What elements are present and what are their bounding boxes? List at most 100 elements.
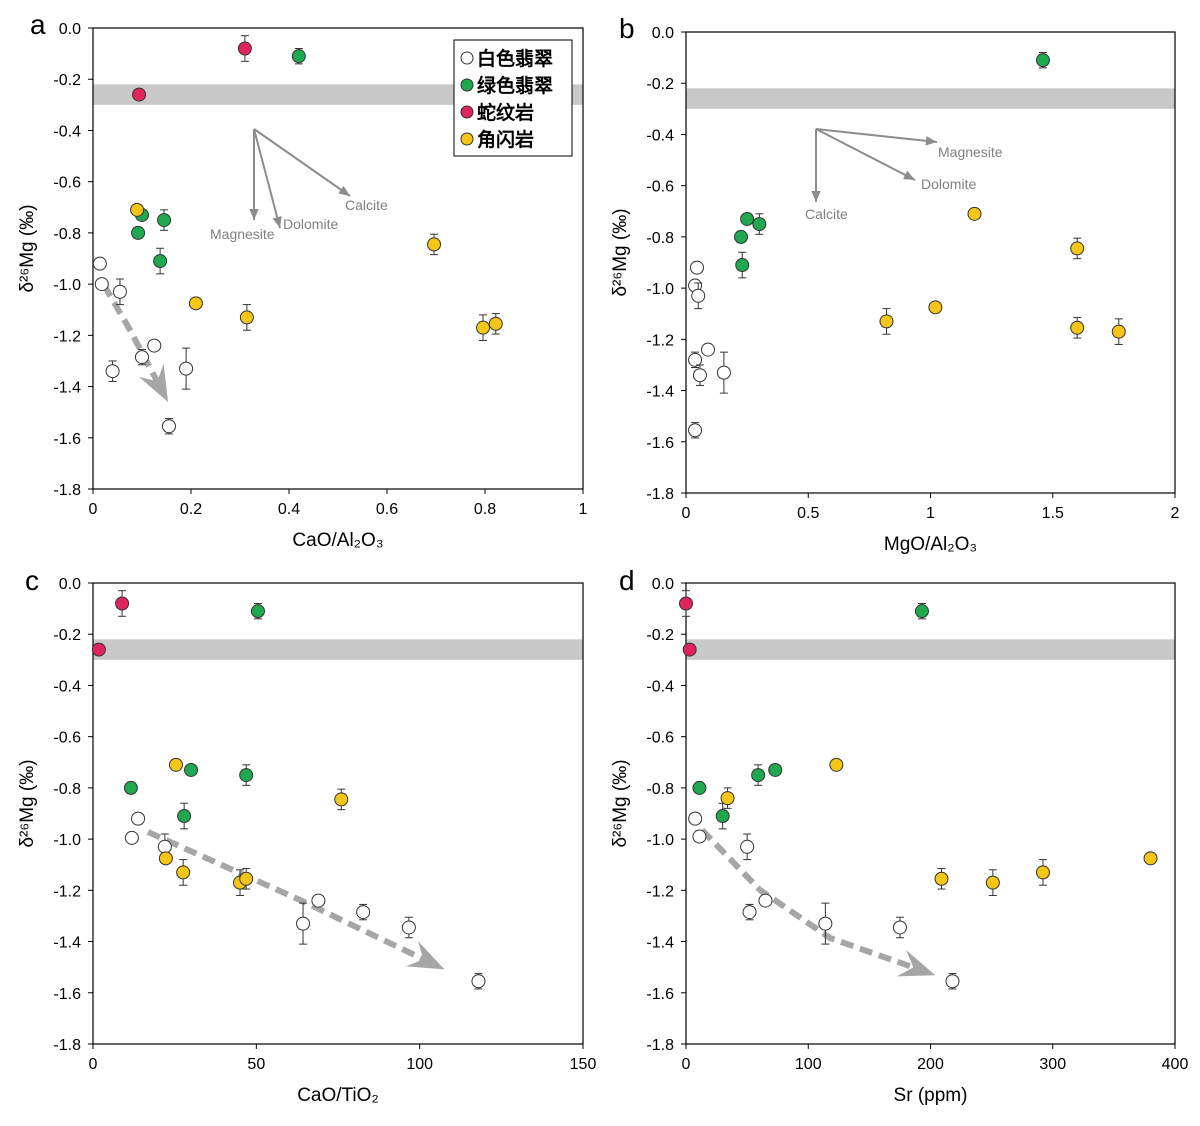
y-tick-label: -0.4: [646, 678, 674, 695]
data-point: [734, 229, 749, 244]
x-tick-label: 150: [570, 1056, 597, 1073]
legend-marker: [460, 105, 474, 119]
series: [720, 757, 1158, 896]
magnesite-arrow-head: [249, 208, 259, 220]
data-point: [158, 851, 173, 866]
data-point: [740, 211, 755, 226]
data-point: [692, 368, 707, 383]
y-tick-label: -0.6: [646, 179, 674, 196]
trend-arrow: [101, 283, 169, 403]
panel-letter: c: [25, 565, 39, 596]
x-tick-label: 100: [795, 1056, 822, 1073]
y-tick-label: -1.6: [53, 986, 81, 1003]
data-point: [401, 920, 416, 935]
mineral-arrows: [249, 128, 351, 229]
data-point: [688, 811, 703, 826]
data-point: [829, 757, 844, 772]
panel-letter: d: [619, 565, 635, 596]
y-tick-label: -1.2: [646, 332, 674, 349]
data-point: [176, 865, 191, 880]
x-tick-label: 300: [1039, 1056, 1066, 1073]
data-point: [892, 920, 907, 935]
y-tick-label: -1.4: [53, 935, 81, 952]
data-point: [1070, 320, 1085, 335]
legend-label: 蛇纹岩: [477, 101, 534, 124]
data-point: [123, 780, 138, 795]
data-point: [691, 288, 706, 303]
data-point: [692, 829, 707, 844]
trend-arrow: [699, 827, 936, 977]
trend-line: [146, 829, 427, 963]
data-point: [131, 811, 146, 826]
data-point: [945, 974, 960, 989]
series: [124, 811, 486, 990]
series: [92, 256, 194, 435]
y-tick-label: -1.0: [646, 281, 674, 298]
y-tick-label: 0.0: [59, 21, 81, 38]
y-tick-label: -1.8: [53, 1037, 81, 1054]
data-point: [157, 839, 172, 854]
data-point: [157, 213, 172, 228]
data-point: [688, 423, 703, 438]
series: [734, 51, 1050, 279]
y-tick-label: -1.2: [53, 883, 81, 900]
legend-marker: [460, 132, 474, 146]
plot-frame: [92, 582, 584, 1045]
data-point: [427, 237, 442, 252]
data-point: [311, 893, 326, 908]
data-point: [91, 642, 106, 657]
mineral-arrows: [811, 128, 938, 202]
trend-arrow: [146, 829, 445, 970]
data-point: [818, 916, 833, 931]
reference-band: [93, 639, 583, 660]
y-tick-label: 0.0: [59, 576, 81, 593]
legend-box: [453, 39, 573, 157]
y-tick-label: -1.8: [53, 482, 81, 499]
data-point: [124, 830, 139, 845]
y-tick-label: -0.4: [646, 127, 674, 144]
series: [679, 590, 697, 657]
dolomite-arrow-head: [272, 216, 282, 228]
series: [688, 811, 960, 990]
series: [91, 590, 130, 657]
data-point: [147, 338, 162, 353]
x-tick-label: 0.4: [278, 501, 300, 518]
data-point: [879, 314, 894, 329]
x-tick-label: 0: [89, 1056, 98, 1073]
y-tick-label: -1.6: [646, 435, 674, 452]
data-point: [985, 875, 1000, 890]
y-tick-label: -0.2: [53, 72, 81, 89]
data-point: [296, 916, 311, 931]
data-point: [1035, 865, 1050, 880]
data-point: [130, 202, 145, 217]
data-point: [692, 780, 707, 795]
y-tick-label: -0.6: [53, 175, 81, 192]
x-tick-label: 0: [682, 1056, 691, 1073]
panel-a: a 0.0 -0.2 -0.4 -0.6 -0.8 -1.0 -1.2 -1.4 -1.6 -1.8…: [17, 9, 588, 551]
data-point: [115, 596, 130, 611]
annotation-magnesite: Magnesite: [210, 226, 275, 242]
data-point: [92, 256, 107, 271]
legend-marker: [460, 51, 474, 65]
series: [123, 602, 265, 830]
data-point: [239, 871, 254, 886]
y-tick-label: -1.6: [53, 431, 81, 448]
data-point: [690, 260, 705, 275]
y-tick-label: -1.2: [53, 328, 81, 345]
calcite-arrow: [253, 128, 351, 197]
dolomite-arrow: [253, 128, 281, 229]
legend-label: 角闪岩: [477, 128, 534, 151]
data-point: [768, 762, 783, 777]
panel-c: c 0.0 -0.2 -0.4 -0.6 -0.8 -1.0 -1.2 -1.4 -1.6 -1.8…: [17, 565, 596, 1106]
x-tick-label: 1.5: [1042, 505, 1064, 522]
x-axis-label: CaO/TiO₂: [297, 1085, 379, 1106]
data-point: [153, 254, 168, 269]
data-point: [239, 310, 254, 325]
calcite-arrow-head: [811, 190, 821, 202]
trend-arrowhead: [896, 950, 936, 977]
y-tick-label: -0.4: [53, 678, 81, 695]
data-point: [168, 757, 183, 772]
x-tick-label: 1: [579, 501, 588, 518]
